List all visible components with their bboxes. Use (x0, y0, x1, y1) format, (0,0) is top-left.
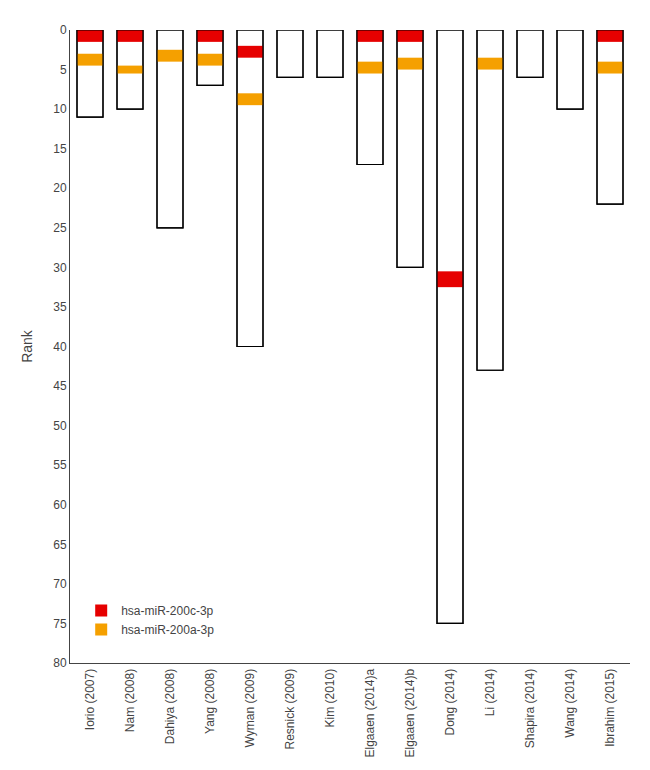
svg-text:45: 45 (53, 379, 67, 393)
svg-text:25: 25 (53, 221, 67, 235)
svg-text:Yang (2008): Yang (2008) (203, 669, 217, 734)
svg-text:Nam (2008): Nam (2008) (123, 669, 137, 732)
svg-text:40: 40 (53, 340, 67, 354)
svg-text:10: 10 (53, 102, 67, 116)
svg-text:Wang (2014): Wang (2014) (563, 669, 577, 738)
svg-text:20: 20 (53, 181, 67, 195)
svg-text:Ibrahim (2015): Ibrahim (2015) (603, 669, 617, 747)
svg-text:Dong (2014): Dong (2014) (443, 669, 457, 736)
svg-text:75: 75 (53, 617, 67, 631)
svg-text:30: 30 (53, 261, 67, 275)
svg-text:Iorio (2007): Iorio (2007) (83, 669, 97, 730)
svg-text:70: 70 (53, 577, 67, 591)
svg-text:Resnick (2009): Resnick (2009) (283, 669, 297, 750)
svg-text:50: 50 (53, 419, 67, 433)
svg-text:Kim (2010): Kim (2010) (323, 669, 337, 728)
svg-text:60: 60 (53, 498, 67, 512)
svg-text:Wyman (2009): Wyman (2009) (243, 669, 257, 748)
svg-text:0: 0 (60, 23, 67, 37)
svg-text:65: 65 (53, 538, 67, 552)
svg-text:hsa-miR-200c-3p: hsa-miR-200c-3p (121, 604, 213, 618)
svg-text:Elgaaen (2014)b: Elgaaen (2014)b (403, 668, 417, 757)
svg-text:Shapira (2014): Shapira (2014) (523, 669, 537, 748)
svg-text:Elgaaen (2014)a: Elgaaen (2014)a (363, 668, 377, 757)
svg-text:55: 55 (53, 458, 67, 472)
svg-text:5: 5 (60, 63, 67, 77)
svg-text:35: 35 (53, 300, 67, 314)
svg-text:Rank: Rank (19, 329, 35, 363)
svg-text:hsa-miR-200a-3p: hsa-miR-200a-3p (121, 623, 214, 637)
svg-text:80: 80 (53, 656, 67, 670)
svg-text:Dahiya (2008): Dahiya (2008) (163, 669, 177, 744)
svg-text:Li (2014): Li (2014) (483, 669, 497, 716)
svg-text:15: 15 (53, 142, 67, 156)
